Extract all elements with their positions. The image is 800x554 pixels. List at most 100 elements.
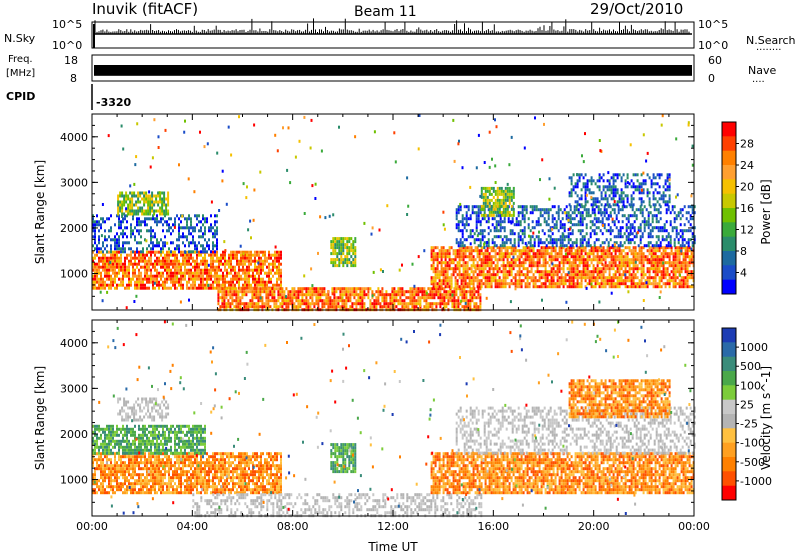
heatmap-cell bbox=[455, 226, 458, 230]
heatmap-cell bbox=[628, 273, 631, 277]
heatmap-cell bbox=[440, 252, 443, 256]
heatmap-cell bbox=[94, 253, 96, 257]
heatmap-cell bbox=[244, 280, 246, 284]
heatmap-cell bbox=[421, 296, 424, 300]
heatmap-cell bbox=[430, 255, 433, 259]
heatmap-cell bbox=[613, 208, 616, 212]
heatmap-cell bbox=[592, 249, 595, 253]
freq-dot bbox=[224, 67, 226, 69]
heatmap-cell bbox=[419, 290, 422, 294]
heatmap-cell bbox=[285, 299, 288, 303]
heatmap-cell bbox=[307, 305, 310, 309]
heatmap-cell bbox=[118, 247, 120, 251]
heatmap-cell bbox=[654, 279, 657, 283]
heatmap-cell bbox=[584, 267, 587, 271]
heatmap-cell bbox=[260, 256, 262, 260]
heatmap-cell bbox=[628, 264, 631, 268]
heatmap-cell bbox=[625, 226, 628, 230]
heatmap-cell bbox=[456, 279, 459, 283]
heatmap-cell bbox=[150, 271, 152, 275]
heatmap-cell bbox=[126, 256, 128, 260]
heatmap-cell bbox=[668, 261, 671, 265]
heatmap-cell bbox=[244, 277, 246, 281]
heatmap-cell bbox=[276, 250, 278, 254]
heatmap-cell bbox=[132, 277, 134, 281]
heatmap-cell bbox=[295, 296, 298, 300]
heatmap-cell bbox=[688, 276, 691, 280]
heatmap-cell bbox=[367, 287, 370, 291]
heatmap-cell bbox=[464, 270, 467, 274]
heatmap-cell bbox=[132, 217, 134, 221]
heatmap-cell bbox=[571, 223, 574, 227]
heatmap-cell bbox=[574, 270, 577, 274]
heatmap-cell bbox=[652, 279, 655, 283]
heatmap-cell bbox=[468, 249, 471, 253]
heatmap-cell bbox=[528, 264, 531, 268]
heatmap-cell bbox=[672, 267, 675, 271]
heatmap-cell bbox=[335, 302, 338, 306]
heatmap-cell bbox=[555, 238, 558, 242]
heatmap-cell bbox=[455, 217, 458, 221]
heatmap-cell bbox=[144, 274, 146, 278]
heatmap-cell bbox=[242, 268, 244, 272]
heatmap-cell bbox=[121, 194, 124, 198]
heatmap-cell bbox=[557, 217, 560, 221]
heatmap-cell bbox=[608, 270, 611, 274]
heatmap-cell bbox=[252, 277, 254, 281]
heatmap-cell bbox=[442, 267, 445, 271]
heatmap-cell bbox=[346, 240, 349, 244]
heatmap-cell bbox=[506, 246, 509, 250]
heatmap-cell bbox=[558, 261, 561, 265]
heatmap-cell bbox=[136, 220, 138, 224]
heatmap-cell bbox=[163, 194, 166, 198]
heatmap-cell bbox=[132, 274, 134, 278]
heatmap-cell bbox=[615, 214, 618, 218]
heatmap-cell bbox=[600, 252, 603, 256]
heatmap-cell bbox=[521, 241, 524, 245]
heatmap-cell bbox=[339, 305, 342, 309]
heatmap-cell bbox=[572, 258, 575, 262]
heatmap-cell bbox=[576, 258, 579, 262]
heatmap-cell bbox=[383, 293, 386, 297]
heatmap-cell bbox=[522, 252, 525, 256]
heatmap-cell bbox=[471, 211, 474, 215]
heatmap-cell bbox=[123, 203, 126, 207]
heatmap-cell bbox=[656, 264, 659, 268]
heatmap-cell bbox=[252, 274, 254, 278]
heatmap-cell bbox=[436, 270, 439, 274]
heatmap-cell bbox=[566, 279, 569, 283]
heatmap-cell bbox=[271, 293, 274, 297]
heatmap-cell bbox=[389, 299, 392, 303]
heatmap-cell bbox=[329, 299, 332, 303]
heatmap-cell bbox=[254, 250, 256, 254]
heatmap-cell bbox=[255, 302, 258, 306]
freq-nave-band bbox=[94, 65, 692, 76]
heatmap-cell bbox=[668, 273, 671, 277]
heatmap-cell bbox=[194, 241, 196, 245]
heatmap-cell bbox=[470, 249, 473, 253]
heatmap-cell bbox=[219, 290, 222, 294]
heatmap-cell bbox=[475, 296, 478, 300]
heatmap-cell bbox=[503, 220, 506, 224]
heatmap-cell bbox=[592, 264, 595, 268]
heatmap-cell bbox=[280, 280, 282, 284]
heatmap-cell bbox=[562, 279, 565, 283]
heatmap-cell bbox=[235, 299, 238, 303]
heatmap-cell bbox=[475, 290, 478, 294]
heatmap-cell bbox=[610, 261, 613, 265]
heatmap-cell bbox=[584, 279, 587, 283]
heatmap-cell bbox=[150, 241, 152, 245]
heatmap-cell bbox=[668, 252, 671, 256]
heatmap-cell bbox=[500, 255, 503, 259]
heatmap-cell bbox=[417, 299, 420, 303]
heatmap-cell bbox=[454, 279, 457, 283]
heatmap-cell bbox=[208, 253, 210, 257]
heatmap-cell bbox=[246, 283, 248, 287]
heatmap-cell bbox=[148, 286, 150, 290]
heatmap-cell bbox=[277, 290, 280, 294]
heatmap-cell bbox=[340, 261, 343, 265]
heatmap-cell bbox=[602, 264, 605, 268]
heatmap-cell bbox=[221, 305, 224, 309]
heatmap-cell bbox=[612, 246, 615, 250]
heatmap-cell bbox=[301, 296, 304, 300]
